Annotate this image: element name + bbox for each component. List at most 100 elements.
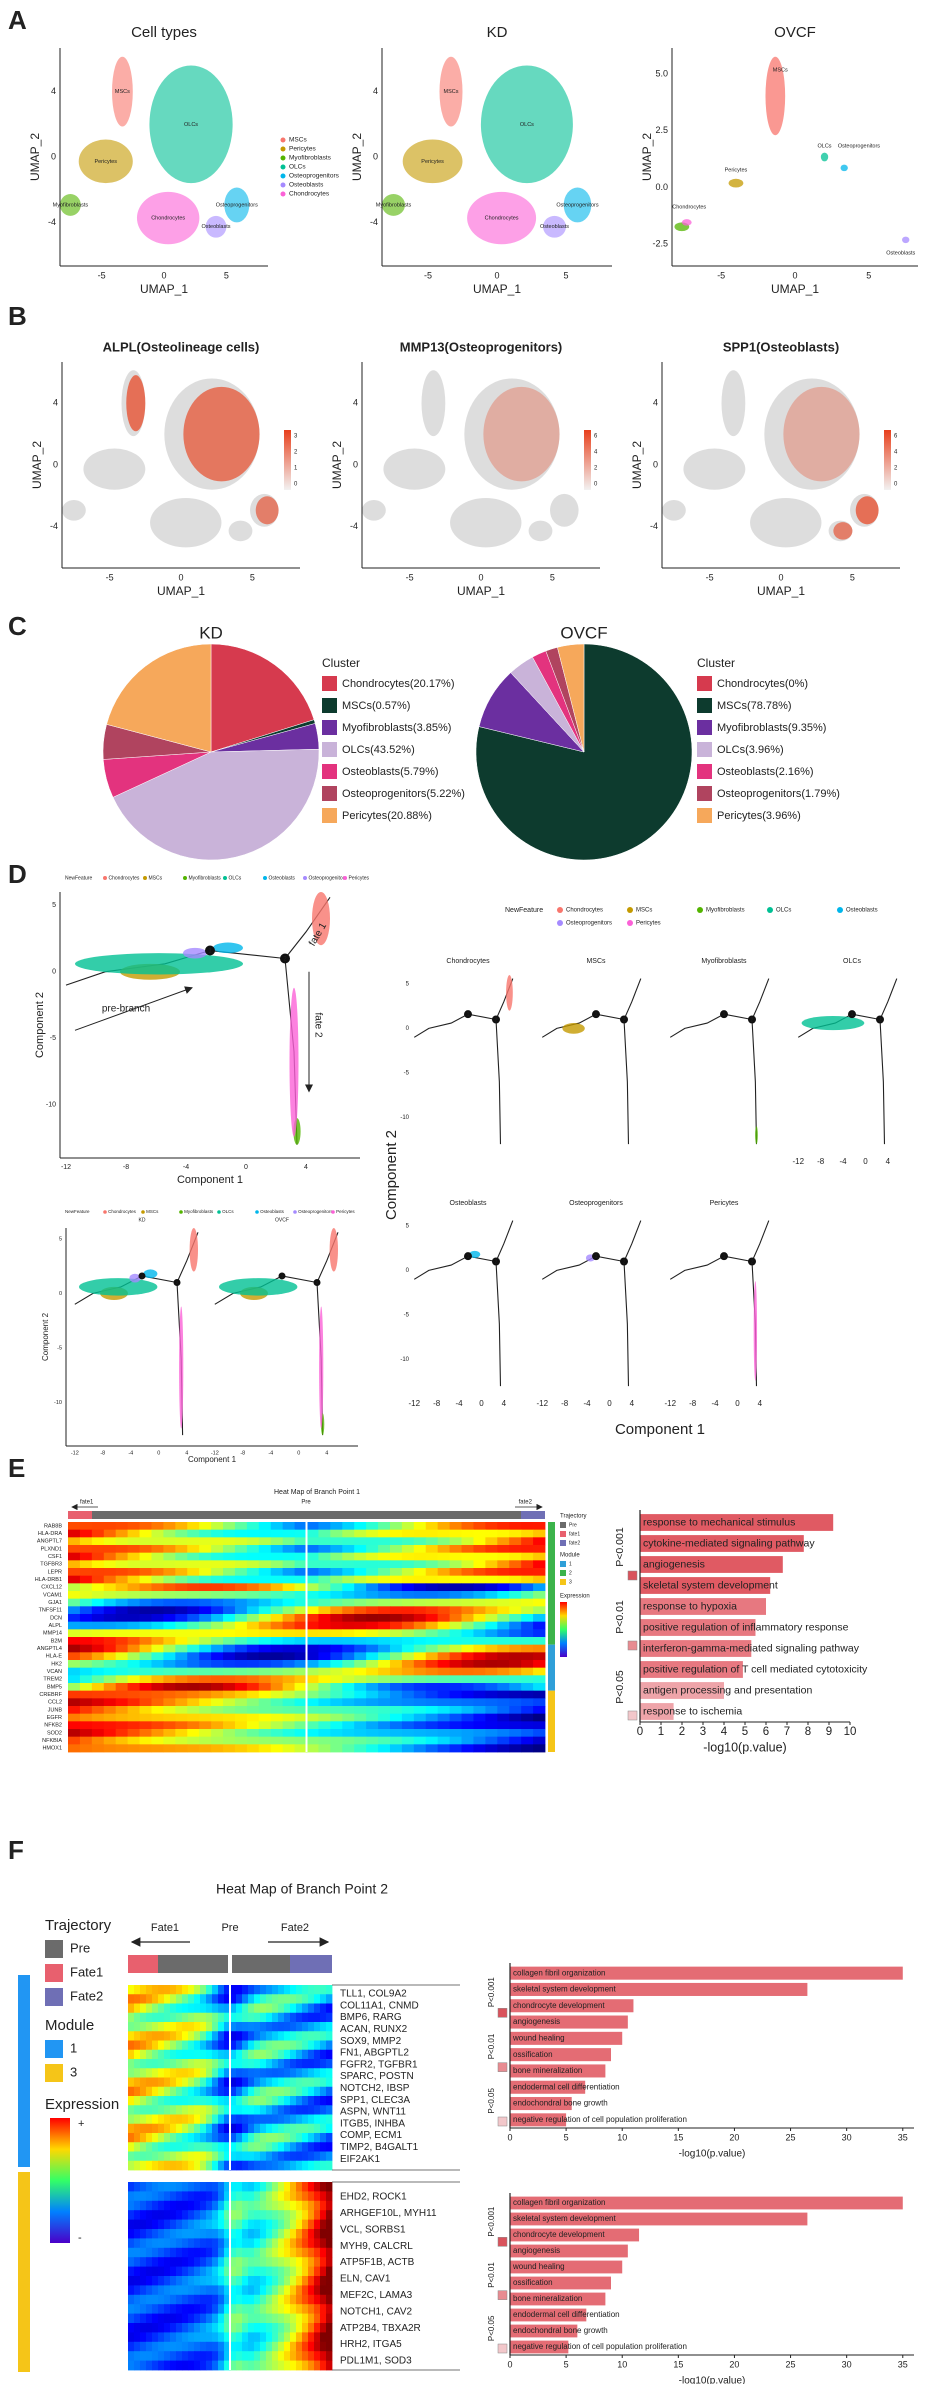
heatmap-cell [211,1644,224,1653]
heatmap-cell [158,2040,165,2051]
heatmap-cell [378,1729,391,1738]
heatmap-cell [306,1744,319,1753]
heatmap-cell [212,2086,219,2097]
heatmap-cell [258,1690,272,1699]
heatmap-cell [230,2022,237,2032]
y-tick-label: -10 [54,1400,62,1406]
heatmap-cell [330,1713,343,1722]
heatmap-cell [308,1994,315,2004]
heatmap-cell [473,1690,486,1699]
heatmap-cell [254,2114,261,2125]
heatmap-cell [473,1591,486,1600]
heatmap-cell [302,2182,309,2192]
heatmap-cell [91,1721,105,1730]
heatmap-cell [188,2247,195,2258]
heatmap-cell [248,2105,255,2115]
heatmap-cell [354,1706,367,1715]
heatmap-cell [163,1744,176,1753]
x-tick-label: 4 [630,1399,635,1408]
legend-label: Osteoprogenitors [566,921,612,927]
heatmap-cell [258,1744,272,1753]
heatmap-cell [485,1706,498,1715]
heatmap-cell [176,2210,183,2220]
heatmap-cell [139,1698,152,1707]
heatmap-cell [284,2031,291,2041]
heatmap-cell [176,2294,183,2305]
trajectory-line [669,1255,753,1280]
heatmap-cell [182,2210,189,2220]
heatmap-cell [533,1575,546,1584]
legend-swatch [331,1210,335,1214]
heatmap-cell [236,2182,243,2192]
cell-cluster [721,370,746,437]
heatmap-cell [182,2077,189,2088]
heatmap-cell [115,1575,129,1584]
heatmap-cell [158,2031,165,2041]
heatmap-cell [449,1698,462,1707]
node-label: 2 [751,1017,754,1023]
heatmap-cell [242,2313,249,2324]
heatmap-cell [140,2219,147,2230]
heatmap-cell [234,1560,248,1569]
heatmap-cell [401,1614,415,1623]
heatmap-cell [497,1637,510,1646]
legend-swatch [560,1540,566,1546]
legend-label: Osteoprogenitors [289,173,340,180]
heatmap-cell [164,2031,171,2041]
heatmap-cell [254,2133,261,2143]
y-tick-label: 0 [51,151,56,161]
heatmap-cell [151,1568,164,1577]
heatmap-cell [258,1721,272,1730]
heatmap-cell [230,2077,237,2088]
heatmap-cell [308,2105,315,2115]
heatmap-cell [389,1667,403,1676]
heatmap-cell [103,1644,117,1653]
heatmap-cell [146,2238,153,2249]
branch-node [138,1272,146,1280]
heatmap-cell [258,1637,272,1646]
heatmap-cell [509,1629,522,1638]
heatmap-cell [188,2229,195,2239]
heatmap-cell [260,2313,267,2324]
heatmap-cell [302,2276,309,2286]
cluster-label: Pericytes [421,159,444,165]
heatmap-cell [170,2247,177,2258]
heatmap-cell [140,2003,147,2014]
heatmap-cell [272,2304,279,2314]
heatmap-cell [188,2049,195,2060]
heatmap-cell [230,2351,237,2361]
heatmap-cell [187,1644,200,1653]
heatmap-cell [302,2332,309,2343]
heatmap-cell [449,1606,462,1615]
heatmap-cell [206,2360,213,2371]
heatmap-cell [473,1736,486,1745]
heatmap-cell [224,1994,231,2004]
heatmap-cell [413,1744,427,1753]
gene-label: EGFR [47,1715,62,1721]
heatmap-cell [366,1698,379,1707]
heatmap-cell [533,1736,546,1745]
heatmap-cell [158,2049,165,2060]
heatmap-cell [473,1744,486,1753]
x-tick-label: 20 [729,2132,739,2142]
heatmap-cell [258,1729,272,1738]
heatmap-cell [127,1698,140,1707]
heatmap-cell [146,2219,153,2230]
heatmap-cell [248,2086,255,2097]
heatmap-cell [188,2304,195,2314]
heatmap-cell [218,2114,225,2125]
heatmap-cell [296,1985,303,1995]
heatmap-cell [140,2294,147,2305]
heatmap-cell [260,2096,267,2106]
heatmap-cell [242,2323,249,2333]
heatmap-cell [521,1575,534,1584]
heatmap-cell [79,1736,93,1745]
gene-label: ELN, CAV1 [340,2274,391,2285]
heatmap-cell [199,1667,212,1676]
significance-swatch [627,1710,638,1721]
heatmap-cell [187,1660,200,1669]
legend-swatch [560,1570,566,1576]
heatmap-cell [378,1537,391,1546]
heatmap-cell [188,2332,195,2343]
heatmap-cell [211,1591,224,1600]
